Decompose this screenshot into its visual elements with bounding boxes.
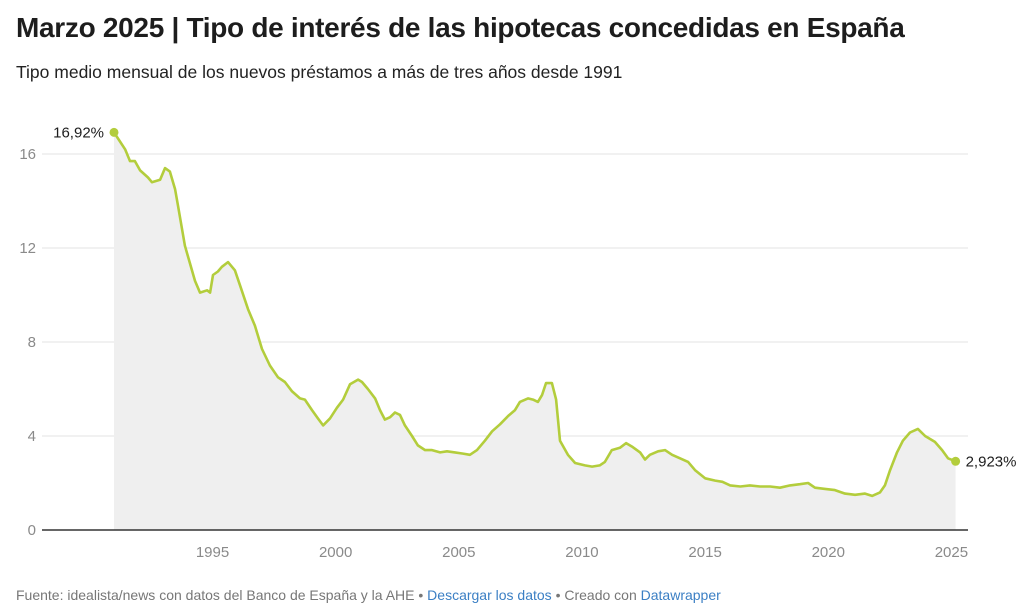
source-text: Fuente: idealista/news con datos del Ban…: [16, 587, 415, 603]
data-label: 2,923%: [966, 453, 1017, 470]
x-tick-label: 2020: [812, 544, 845, 561]
x-tick-label: 2000: [319, 544, 352, 561]
x-tick-label: 2025: [935, 544, 968, 561]
x-tick-label: 2015: [688, 544, 721, 561]
footer: Fuente: idealista/news con datos del Ban…: [16, 587, 721, 603]
axes: 0 4 8 12 16 1995 2000 2005 2010 2015 2020 2025: [19, 146, 968, 561]
download-data-link[interactable]: Descargar los datos: [427, 587, 552, 603]
series-line: [112, 131, 957, 498]
separator: •: [414, 587, 428, 603]
area-fill: [114, 132, 956, 530]
chart-subtitle: Tipo medio mensual de los nuevos préstam…: [16, 62, 623, 82]
x-tick-label: 2010: [565, 544, 598, 561]
data-label: 16,92%: [53, 124, 104, 141]
y-tick-label: 8: [28, 334, 36, 351]
chart-title: Marzo 2025 | Tipo de interés de las hipo…: [16, 12, 905, 43]
x-tick-label: 1995: [196, 544, 229, 561]
datawrapper-link[interactable]: Datawrapper: [640, 587, 721, 603]
y-tick-label: 0: [28, 522, 36, 539]
created-with-text: • Creado con: [551, 587, 641, 603]
y-tick-label: 16: [19, 146, 36, 163]
annotations: 16,92% 2,923%: [53, 124, 1016, 470]
y-tick-label: 4: [28, 428, 36, 445]
y-tick-label: 12: [19, 240, 36, 257]
data-point-dot: [951, 456, 961, 466]
data-point-dot: [109, 127, 119, 137]
x-tick-label: 2005: [442, 544, 475, 561]
